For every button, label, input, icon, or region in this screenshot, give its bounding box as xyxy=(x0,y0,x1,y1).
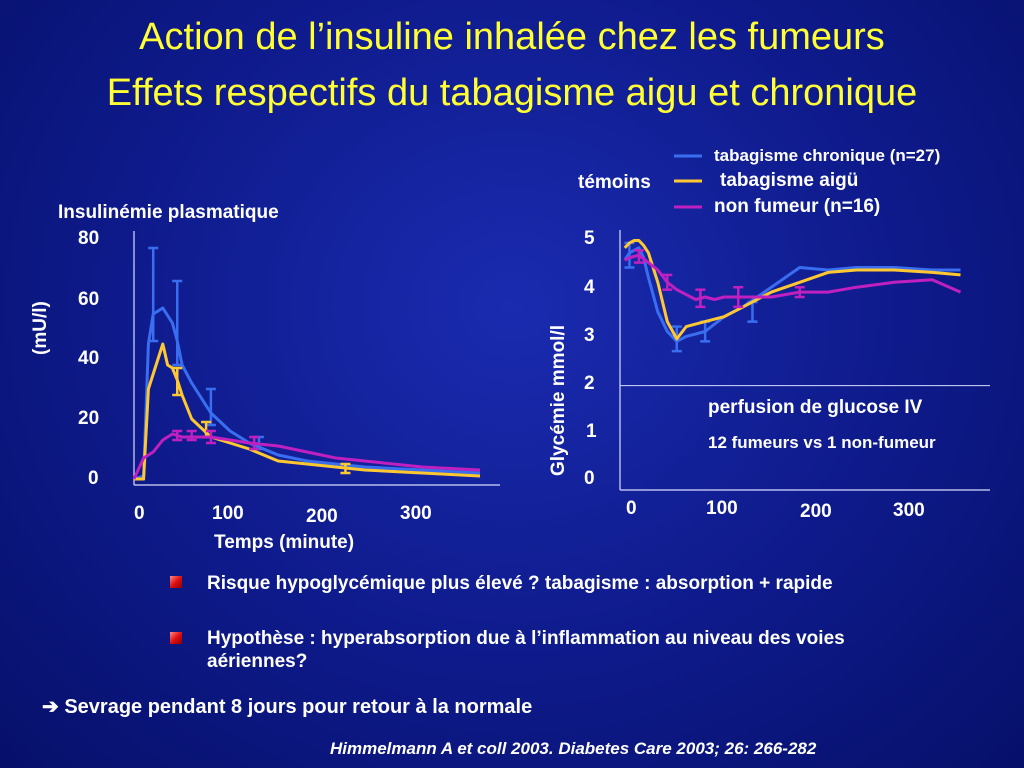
left-series-line-acute xyxy=(134,342,481,481)
right-xtick-0: 0 xyxy=(626,498,637,519)
left-error-bar-chronic-2 xyxy=(205,387,216,427)
slide-title-line1: Action de l’insuline inhalée chez les fu… xyxy=(139,16,885,58)
left-ytick-20: 20 xyxy=(78,408,100,429)
left-error-bar-chronic-0 xyxy=(148,246,159,343)
right-xtick-200: 200 xyxy=(800,501,832,522)
left-ytick-60: 60 xyxy=(78,289,100,310)
legend-header: témoins xyxy=(578,172,651,193)
right-error-bar-non_smoker-1 xyxy=(662,273,673,291)
right-ytick-2: 2 xyxy=(584,373,595,394)
legend-label-non-smoker: non fumeur (n=16) xyxy=(714,196,881,217)
right-ytick-3: 3 xyxy=(584,325,595,346)
right-error-bar-non_smoker-0 xyxy=(633,249,644,264)
right-error-bar-non_smoker-3 xyxy=(733,285,744,309)
left-error-bar-non_smoker-0 xyxy=(172,429,183,442)
bullet-marker-1 xyxy=(170,576,182,588)
left-error-bar-non_smoker-1 xyxy=(186,429,197,442)
legend xyxy=(674,154,702,209)
right-ytick-4: 4 xyxy=(584,277,595,298)
bullet-text-1: Risque hypoglycémique plus élevé ? tabag… xyxy=(207,573,833,594)
left-xtick-100: 100 xyxy=(212,503,244,524)
left-xtick-0: 0 xyxy=(134,503,145,524)
left-error-bar-non_smoker-2 xyxy=(205,429,216,445)
right-chart-plot xyxy=(619,154,990,491)
left-error-bar-chronic-1 xyxy=(172,279,183,367)
right-series-line-non_smoker xyxy=(624,253,962,301)
arrow-right-icon: ➔ xyxy=(42,696,59,718)
left-error-bar-non_smoker-3 xyxy=(249,435,260,451)
right-xtick-100: 100 xyxy=(706,498,738,519)
left-ytick-80: 80 xyxy=(78,228,100,249)
left-x-axis-label: Temps (minute) xyxy=(214,532,355,553)
legend-label-chronic: tabagisme chronique (n=27) xyxy=(714,146,941,165)
right-annotation-line1: perfusion de glucose IV xyxy=(708,397,923,418)
right-ytick-1: 1 xyxy=(586,421,597,442)
legend-label-acute: tabagisme aigü xyxy=(720,170,859,191)
right-ytick-0: 0 xyxy=(584,468,595,489)
right-error-bar-non_smoker-4 xyxy=(794,285,805,299)
left-error-bar-acute-2 xyxy=(340,462,351,475)
left-xtick-200: 200 xyxy=(306,506,338,527)
right-xtick-300: 300 xyxy=(893,500,925,521)
conclusion-text: Sevrage pendant 8 jours pour retour à la… xyxy=(64,696,533,718)
left-ytick-40: 40 xyxy=(78,348,100,369)
left-series-line-non_smoker xyxy=(132,432,481,480)
left-error-bar-acute-0 xyxy=(172,366,183,397)
right-annotation-line2: 12 fumeurs vs 1 non-fumeur xyxy=(708,433,936,452)
right-error-bar-non_smoker-2 xyxy=(695,288,706,309)
left-chart-title: Insulinémie plasmatique xyxy=(58,202,279,223)
left-xtick-300: 300 xyxy=(400,503,432,524)
slide-title-line2: Effets respectifs du tabagisme aigu et c… xyxy=(106,72,918,114)
right-ytick-5: 5 xyxy=(584,228,595,249)
citation: Himmelmann A et coll 2003. Diabetes Care… xyxy=(330,739,817,758)
left-ytick-0: 0 xyxy=(88,468,99,489)
left-chart-plot xyxy=(132,231,500,486)
bullet-text-2: Hypothèse : hyperabsorption due à l’infl… xyxy=(207,628,845,672)
right-series-line-acute xyxy=(623,239,961,341)
bullet-marker-2 xyxy=(170,632,182,644)
conclusion-line: ➔ Sevrage pendant 8 jours pour retour à … xyxy=(42,694,532,719)
